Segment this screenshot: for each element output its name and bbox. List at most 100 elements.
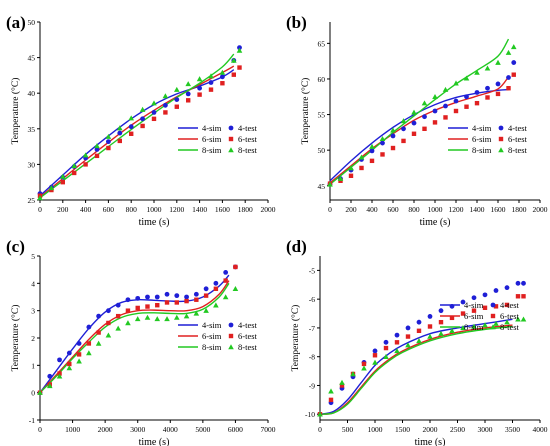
y-tick-label: -6 [309,295,315,304]
legend-label: 8-sim [202,342,222,352]
x-tick-label: 2000 [98,425,113,434]
data-point-8-test [358,154,365,160]
x-tick-label: 1000 [428,205,443,214]
x-tick-label: 5000 [195,425,210,434]
data-point-6-test [474,100,480,106]
chart-panel-2: (c)0 1000 2000 3000 4000 5000 6000 7000-1012345… [6,237,276,446]
data-point-6-test [422,126,427,131]
data-point-8-test [151,100,157,106]
x-tick-label: 4000 [163,425,178,434]
data-point-6-test [328,397,334,403]
data-point-6-test [359,165,364,171]
data-point-8-test [405,342,411,348]
legend-marker-6-test [228,333,234,339]
x-tick-label: 1000 [65,425,80,434]
data-point-8-test [193,310,200,316]
data-point-8-test [46,383,53,389]
x-tick-label: 1600 [491,205,506,214]
x-tick-label: 200 [345,205,357,214]
data-point-4-test [154,294,160,300]
x-tick-label: 1600 [215,205,230,214]
data-point-6-test [438,319,444,325]
data-point-8-test [520,316,527,322]
data-point-6-test [72,170,77,176]
data-point-6-test [145,304,150,309]
y-tick-label: 25 [28,196,36,205]
data-point-8-test [495,59,501,65]
data-point-6-test [394,340,400,345]
legend: 4-sim 4-test 6-sim 6-test 8-sim 8-test [448,123,528,155]
data-point-4-test [117,130,123,136]
data-point-4-test [193,291,199,297]
y-axis-label: Temperature (°C) [10,78,21,145]
data-point-8-test [411,109,417,115]
legend-marker-8-test [498,147,504,153]
data-point-6-test [453,108,459,114]
legend-marker-6-test [490,313,496,319]
data-point-6-test [401,138,406,144]
data-point-6-test [471,308,477,313]
data-point-4-test [416,319,422,325]
data-point-6-test [485,95,490,100]
x-tick-label: 1400 [192,205,207,214]
data-point-6-test [432,120,438,125]
x-tick-label: 400 [80,205,92,214]
data-point-4-test [482,292,488,298]
series-line-4-sim [329,88,509,182]
data-point-4-test [422,114,427,120]
data-point-6-test [464,104,469,109]
legend-label: 8-test [238,145,258,155]
y-tick-label: 4 [31,279,35,288]
data-point-4-test [47,373,53,379]
data-point-4-test [383,339,389,345]
data-point-8-test [174,86,180,92]
legend-marker-4-test [490,302,496,308]
data-point-8-test [185,81,191,87]
legend-marker-6-test [228,136,234,142]
data-point-6-test [416,328,422,334]
data-point-6-test [493,304,499,309]
x-tick-label: 200 [57,205,69,214]
data-point-8-test [213,302,219,308]
data-point-6-test [106,320,111,326]
data-point-6-test [443,115,448,120]
x-tick-label: 0 [328,205,332,214]
chart-panel-3: (d) 0 500 1000 1500 2000 2500 3000 3500 4000 -10 -9… [286,237,548,446]
y-tick-label: -8 [309,353,315,362]
data-point-6-test [521,294,526,299]
data-point-4-test [521,280,526,286]
y-tick-label: 45 [28,54,36,63]
data-point-6-test [151,116,157,122]
legend-label: 4-sim [202,123,222,133]
data-point-8-test [484,65,491,71]
legend-label: 6-test [500,311,520,321]
y-axis-label: Temperature (°C) [10,305,21,372]
data-point-6-test [231,72,236,77]
data-point-8-test [48,185,55,191]
data-point-8-test [37,389,43,395]
data-point-6-test [129,131,134,136]
y-tick-label: 55 [318,111,326,120]
x-tick-label: 800 [408,205,420,214]
x-tick-label: 3500 [505,425,520,434]
y-tick-label: -7 [309,324,315,333]
data-point-8-test [400,118,407,124]
data-point-4-test [405,325,411,331]
series-line-4-sim [39,274,230,394]
x-axis-label: time (s) [139,437,170,446]
x-tick-label: 400 [366,205,378,214]
data-point-8-test [453,80,459,86]
x-tick-label: 600 [387,205,399,214]
data-point-4-test [485,85,490,91]
data-point-6-test [369,158,375,164]
legend: 4-sim 4-test 6-sim 6-test 8-sim 8-test [440,300,520,332]
data-point-8-test [232,286,239,292]
data-point-4-test [197,85,203,91]
data-point-8-test [460,325,466,331]
data-point-4-test [223,270,229,275]
data-point-4-test [453,98,459,104]
data-point-6-test [511,72,516,77]
y-tick-label: -10 [305,410,315,419]
series-line-6-sim [39,280,230,394]
